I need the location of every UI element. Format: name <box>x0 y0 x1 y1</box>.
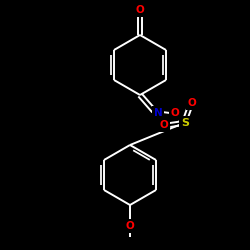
Text: O: O <box>136 5 144 15</box>
Text: O: O <box>170 108 179 118</box>
Text: O: O <box>188 98 196 108</box>
Text: S: S <box>181 118 189 128</box>
Text: O: O <box>160 120 168 130</box>
Text: O: O <box>126 221 134 231</box>
Text: N: N <box>154 108 162 118</box>
